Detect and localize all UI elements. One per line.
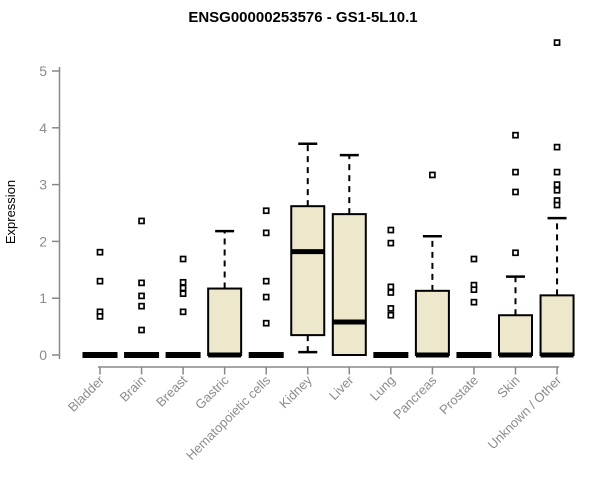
outlier-point	[512, 168, 519, 176]
collapsed-box	[124, 352, 160, 358]
collapsed-box	[248, 352, 284, 358]
collapsed-box	[82, 352, 118, 358]
outlier-point	[262, 277, 270, 285]
x-category-label: Breast	[153, 372, 190, 409]
collapsed-box	[165, 352, 201, 358]
x-category-label: Pancreas	[390, 372, 440, 422]
iqr-box	[331, 213, 367, 356]
outlier-point	[96, 277, 104, 285]
y-tick-label: 1	[39, 290, 47, 306]
outlier-point	[470, 298, 478, 306]
iqr-box	[539, 294, 575, 356]
outlier-point	[179, 290, 187, 298]
outlier-point	[138, 217, 145, 225]
y-tick-label: 5	[39, 63, 47, 79]
iqr-box	[498, 314, 533, 356]
x-category-label: Brain	[117, 373, 149, 405]
y-tick-label: 2	[39, 233, 47, 249]
outlier-point	[387, 305, 395, 312]
box-gastric	[207, 229, 243, 358]
x-category-label: Skin	[494, 373, 522, 401]
outlier-point	[512, 249, 519, 257]
outlier-point	[179, 278, 187, 286]
outlier-point	[553, 143, 561, 151]
box-bladder	[82, 248, 118, 358]
outlier-point	[179, 284, 187, 292]
box-breast	[165, 255, 201, 358]
outlier-point	[262, 293, 270, 301]
y-tick-label: 4	[39, 120, 47, 136]
box-brain	[124, 217, 160, 358]
iqr-box	[414, 289, 450, 357]
outlier-point	[262, 319, 270, 327]
outlier-point	[96, 248, 104, 256]
outlier-point	[387, 283, 395, 291]
outlier-point	[179, 255, 187, 263]
outlier-point	[138, 279, 145, 287]
box-skin	[498, 131, 533, 358]
outlier-point	[470, 255, 478, 263]
outlier-point	[553, 39, 561, 46]
box-unknown-other	[539, 39, 575, 358]
outlier-point	[179, 308, 187, 316]
x-category-label: Lung	[367, 373, 398, 404]
outlier-point	[138, 326, 145, 334]
outlier-point	[138, 292, 145, 300]
box-pancreas	[414, 171, 450, 358]
outlier-point	[262, 229, 270, 237]
x-category-label: Unknown / Other	[485, 372, 565, 452]
box-prostate	[456, 255, 492, 358]
y-axis-label: Expression	[3, 180, 18, 244]
outlier-point	[387, 239, 395, 247]
outlier-point	[138, 302, 145, 310]
collapsed-box	[373, 352, 409, 358]
outlier-point	[553, 168, 561, 176]
outlier-point	[262, 207, 270, 215]
outlier-point	[553, 201, 561, 209]
x-category-label: Liver	[326, 372, 357, 403]
outlier-point	[553, 186, 561, 194]
outlier-point	[387, 226, 395, 234]
x-category-label: Prostate	[436, 373, 481, 418]
box-hematopoietic-cells	[248, 207, 284, 358]
iqr-box	[290, 205, 326, 337]
collapsed-box	[456, 352, 492, 358]
box-liver	[331, 153, 367, 356]
outlier-point	[512, 188, 519, 196]
outlier-point	[387, 311, 395, 319]
outlier-point	[96, 313, 104, 320]
outlier-point	[387, 289, 395, 296]
outlier-point	[553, 181, 561, 188]
outlier-point	[512, 131, 519, 139]
box-kidney	[290, 142, 326, 354]
x-category-label: Kidney	[276, 372, 315, 411]
y-tick-label: 3	[39, 177, 47, 193]
x-category-label: Bladder	[65, 372, 108, 415]
box-lung	[373, 226, 409, 358]
y-tick-label: 0	[39, 347, 47, 363]
chart-title: ENSG00000253576 - GS1-5L10.1	[188, 9, 417, 26]
outlier-point	[470, 286, 478, 294]
x-category-label: Gastric	[192, 372, 232, 412]
outlier-point	[429, 171, 436, 179]
iqr-box	[207, 287, 243, 357]
